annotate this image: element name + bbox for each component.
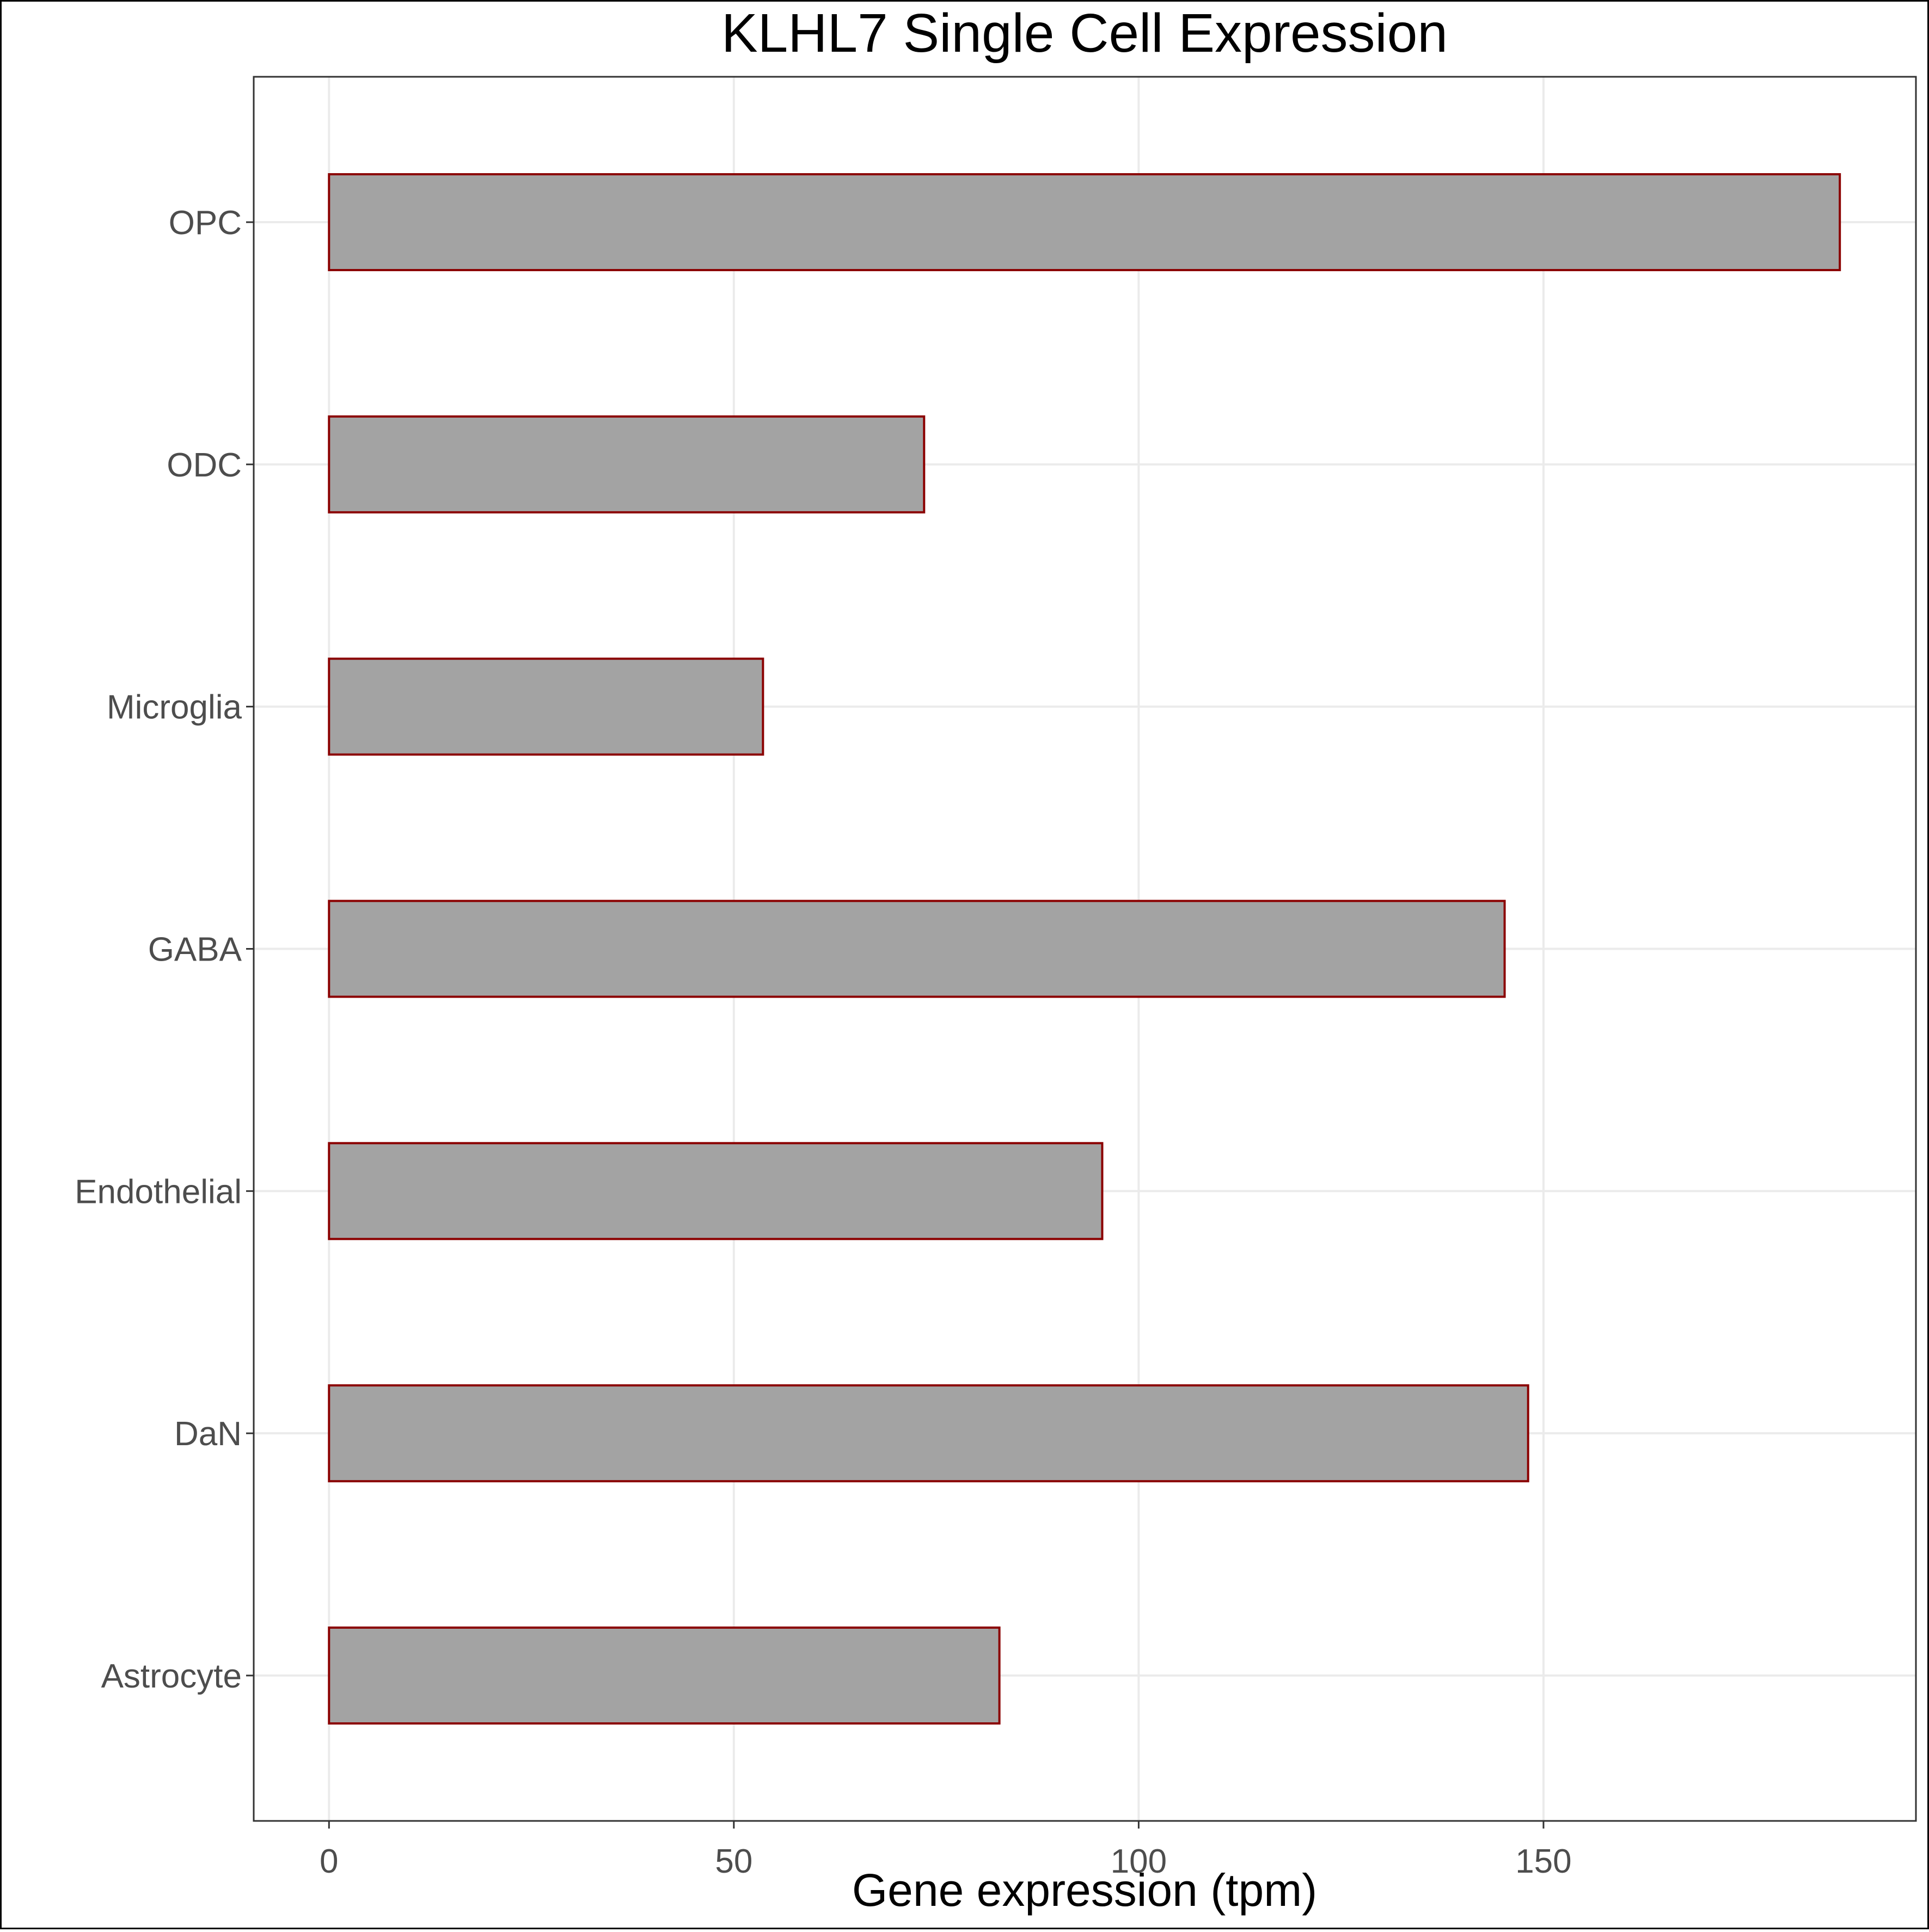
y-tick-label: ODC [167,447,242,484]
y-axis-ticks: OPC ODC Microglia GABA Endothelial DaN Astrocy… [75,204,254,1695]
x-axis-label: Gene expression (tpm) [852,1864,1317,1916]
y-tick-label: Endothelial [75,1173,242,1210]
x-tick-label: 150 [1515,1843,1571,1880]
y-tick-label: Microglia [107,689,242,726]
bar-layer [328,173,1841,1725]
x-tick-label: 0 [320,1843,338,1880]
bar-dan [328,1384,1529,1483]
y-tick-label: GABA [148,931,242,969]
x-axis-ticks: 0 50 100 150 [320,1821,1572,1880]
y-tick-label: Astrocyte [101,1658,242,1695]
bar-opc [328,173,1841,271]
y-tick-label: DaN [174,1415,242,1453]
chart-title: KLHL7 Single Cell Expression [721,3,1448,64]
bar-astrocyte [328,1627,1001,1725]
x-tick-label: 100 [1111,1843,1167,1880]
x-tick-label: 50 [715,1843,752,1880]
bar-endothelial [328,1142,1104,1240]
bar-gaba [328,900,1506,998]
bar-odc [328,415,926,513]
y-tick-label: OPC [169,204,242,242]
bar-microglia [328,657,764,756]
